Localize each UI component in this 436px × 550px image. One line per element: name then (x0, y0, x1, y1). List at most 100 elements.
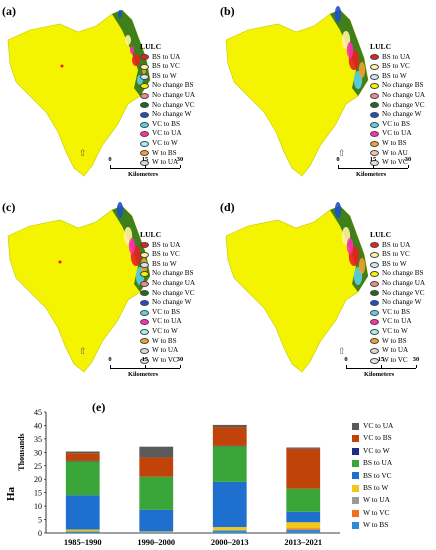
legend-swatch-icon (370, 328, 379, 335)
legend-label: BS to VC (382, 62, 410, 71)
land-change-patch (334, 202, 342, 218)
legend-item: No change BS (140, 269, 195, 279)
legend-label: BS to VC (152, 62, 180, 71)
legend-swatch-icon (140, 131, 149, 138)
legend-label: W to VC (152, 355, 178, 364)
bar-segment (65, 531, 100, 533)
scale-tick: 0 (336, 156, 340, 163)
scale-tick: 0 (344, 356, 348, 363)
legend-label: VC to BS (382, 307, 410, 316)
land-change-patch (125, 35, 131, 45)
chart-legend-item: W to VC (352, 507, 393, 519)
land-change-patch (116, 202, 124, 218)
scale-tick: 15 (141, 356, 149, 363)
legend-swatch-icon (140, 280, 149, 287)
legend-swatch-icon (370, 290, 379, 297)
legend-item: VC to UA (140, 317, 195, 327)
legend-item: No change VC (370, 101, 425, 111)
y-axis-label: Ha (5, 486, 17, 501)
legend-title: LULC (140, 42, 162, 51)
scale-tick: 15 (377, 356, 385, 363)
legend-item: VC to BS (140, 120, 195, 130)
legend-swatch-icon (140, 299, 149, 306)
legend-swatch-icon (140, 102, 149, 109)
x-tick-label: 2013–2021 (284, 538, 322, 547)
legend-swatch-icon (140, 328, 149, 335)
legend-label: No change W (382, 110, 422, 119)
bar-chart-svg: Thousands Ha 0 5 10 15 20 25 30 35 40 45 1985–1990 19… (5, 408, 340, 547)
map-panel-d: (d) LULC BS to UA BS to VC BS to W No chang… (218, 196, 436, 386)
bar-segment (212, 527, 247, 531)
map-panel-a: (a) LULC BS to UA BS to VC BS to W No chang… (0, 0, 218, 190)
legend-swatch-icon (352, 459, 359, 467)
legend-label: BS to UA (382, 52, 411, 61)
legend-item: W to BS (140, 337, 195, 347)
chart-legend-item: W to BS (352, 519, 393, 531)
legend-item: VC to UA (140, 129, 195, 139)
legend-swatch-icon (370, 338, 379, 345)
legend-swatch-icon (352, 484, 359, 492)
panel-label: (b) (220, 4, 235, 18)
legend-label: VC to BS (382, 119, 410, 128)
chart-legend-label: BS to UA (363, 458, 393, 468)
legend-label: No change BS (382, 269, 424, 278)
land-change-patch (130, 46, 134, 54)
legend-label: No change VC (152, 288, 195, 297)
legend-label: BS to UA (152, 52, 181, 61)
land-change-patch (128, 238, 136, 254)
y-tick-label: 10 (34, 502, 42, 511)
chart-legend: VC to UA VC to BS VC to W BS to UA BS to VC B… (352, 420, 393, 532)
legend-title: LULC (370, 42, 392, 51)
y-tick-label: 30 (34, 448, 42, 457)
scale-tick: 30 (404, 156, 412, 163)
chart-legend-item: VC to UA (352, 420, 393, 432)
legend-item: BS to W (140, 72, 195, 82)
legend-swatch-icon (370, 319, 379, 326)
scale-tick: 15 (141, 156, 149, 163)
panel-label: (a) (2, 4, 16, 18)
legend-item: BS to UA (370, 241, 425, 251)
legend-swatch-icon (140, 290, 149, 297)
map-panel-c: (c) LULC BS to UA BS to VC BS to W No chang… (0, 196, 218, 386)
legend-item: BS to VC (140, 250, 195, 260)
north-arrow-icon: ⇧ (338, 346, 346, 356)
legend-item: VC to UA (370, 129, 425, 139)
x-tick-label: 2000–2013 (211, 538, 249, 547)
bar-segment (212, 481, 247, 528)
legend-label: No change UA (152, 278, 196, 287)
legend-swatch-icon (140, 83, 149, 90)
bar-segment (286, 522, 321, 529)
scale-tick: 0 (108, 156, 112, 163)
legend-item: No change VC (370, 289, 425, 299)
legend-swatch-icon (370, 54, 379, 61)
legend-label: BS to W (152, 71, 177, 80)
legend-item: W to VC (370, 356, 425, 366)
legend-item: VC to BS (140, 308, 195, 318)
legend-item: No change W (370, 298, 425, 308)
legend-label: No change UA (382, 278, 426, 287)
legend-swatch-icon (140, 73, 149, 80)
chart-legend-item: VC to BS (352, 432, 393, 444)
legend-swatch-icon (370, 242, 379, 249)
land-change-patch (346, 238, 354, 254)
legend-swatch-icon (140, 121, 149, 128)
urban-spot (58, 260, 62, 264)
legend-item: BS to W (370, 72, 425, 82)
legend-label: No change W (382, 298, 422, 307)
legend-label: W to UA (152, 346, 179, 355)
bar-segment (65, 461, 100, 496)
legend-item: W to AU (370, 149, 425, 159)
legend-swatch-icon (370, 111, 379, 118)
legend-swatch-icon (370, 299, 379, 306)
bar-segment (286, 511, 321, 523)
legend-item: VC to UA (370, 317, 425, 327)
legend-item: W to VC (140, 356, 195, 366)
legend-item: VC to W (370, 327, 425, 337)
y-tick-label: 20 (34, 475, 42, 484)
land-change-patch (334, 6, 342, 22)
legend-title: LULC (370, 230, 392, 239)
legend-item: W to VC (370, 158, 425, 168)
legend-item: No change W (370, 110, 425, 120)
map-legend: LULC BS to UA BS to VC BS to W No change BS… (140, 42, 195, 168)
map-legend: LULC BS to UA BS to VC BS to W No change BS… (370, 42, 425, 168)
